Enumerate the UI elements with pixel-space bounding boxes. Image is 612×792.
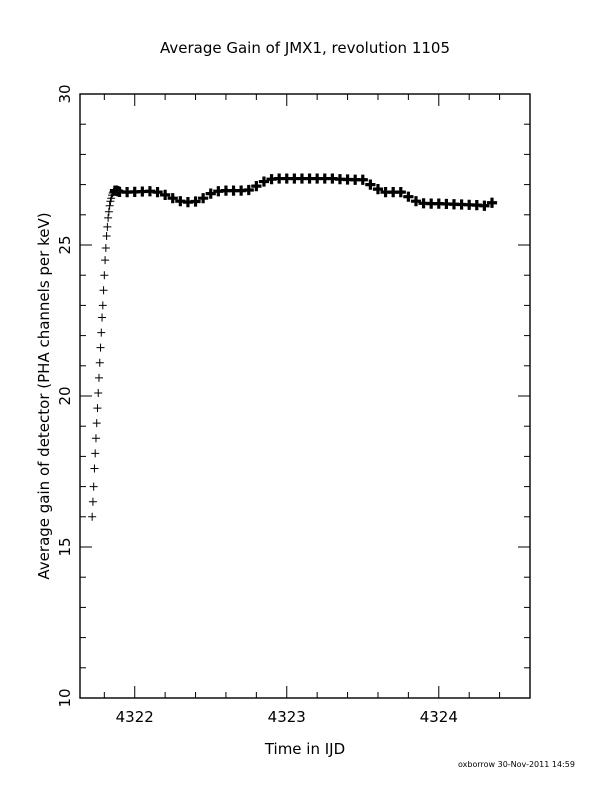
y-tick-label: 15 — [56, 537, 74, 556]
data-point — [98, 301, 107, 310]
x-tick-labels: 4322 4323 4324 — [116, 708, 458, 726]
data-point — [100, 271, 109, 280]
data-point — [205, 188, 216, 199]
data-point — [327, 173, 338, 184]
data-point — [98, 313, 107, 322]
data-point — [190, 196, 201, 207]
data-point — [266, 174, 277, 185]
data-point — [167, 193, 178, 204]
data-point — [92, 419, 101, 428]
data-point — [243, 184, 254, 196]
data-point — [388, 187, 399, 198]
data-point — [198, 193, 209, 204]
data-point — [144, 186, 156, 197]
data-point — [88, 497, 97, 506]
data-point — [89, 482, 98, 491]
data-point — [319, 173, 330, 184]
data-point — [95, 358, 104, 367]
axis-ticks — [80, 93, 531, 699]
data-point — [93, 404, 102, 413]
data-point — [236, 185, 247, 196]
data-point — [104, 207, 113, 216]
data-point — [90, 464, 99, 473]
y-tick-labels: 10 15 20 25 30 — [56, 84, 74, 707]
data-point — [372, 184, 384, 195]
data-point — [342, 174, 353, 185]
data-point — [274, 173, 285, 184]
data-point — [448, 199, 460, 210]
data-points — [88, 173, 498, 521]
x-axis-label: Time in IJD — [264, 740, 345, 758]
data-point — [107, 194, 116, 203]
data-point — [410, 196, 422, 207]
data-point — [101, 244, 110, 253]
data-point — [95, 373, 104, 382]
data-point — [97, 328, 106, 337]
data-point — [182, 197, 194, 208]
data-point — [380, 187, 391, 198]
data-point — [357, 174, 368, 185]
data-point — [99, 286, 108, 295]
data-point — [471, 200, 482, 211]
x-tick-label: 4324 — [420, 708, 458, 726]
data-point — [122, 187, 133, 198]
data-point — [258, 176, 270, 187]
data-point — [418, 198, 429, 209]
y-axis-label: Average gain of detector (PHA channels p… — [35, 212, 53, 579]
data-point — [213, 186, 224, 197]
data-point — [88, 512, 97, 521]
data-point — [102, 231, 111, 240]
data-point — [96, 343, 105, 352]
data-point — [251, 181, 262, 192]
timestamp-footer: oxborrow 30-Nov-2011 14:59 — [458, 760, 575, 769]
data-point — [395, 187, 406, 198]
data-point — [91, 449, 100, 458]
data-point — [350, 174, 361, 185]
data-point — [304, 173, 315, 184]
data-point — [403, 191, 414, 202]
data-point — [289, 173, 300, 184]
data-point — [91, 434, 100, 443]
data-point — [220, 185, 232, 196]
data-point — [175, 196, 186, 207]
data-point — [160, 189, 171, 200]
data-point — [137, 186, 148, 197]
y-tick-label: 20 — [56, 386, 74, 405]
x-tick-label: 4323 — [268, 708, 306, 726]
data-point — [365, 179, 376, 190]
data-point — [152, 187, 163, 198]
data-point — [486, 197, 498, 208]
data-point — [479, 200, 490, 211]
data-point — [103, 222, 112, 231]
data-point — [106, 197, 115, 206]
y-tick-label: 30 — [56, 84, 74, 103]
data-point — [441, 198, 452, 210]
y-tick-label: 25 — [56, 235, 74, 254]
data-point — [334, 174, 346, 185]
chart-title: Average Gain of JMX1, revolution 1105 — [160, 39, 450, 57]
data-point — [426, 198, 437, 209]
data-point — [281, 173, 292, 184]
x-tick-label: 4322 — [116, 708, 154, 726]
data-point — [104, 213, 113, 222]
data-point — [105, 201, 114, 210]
data-point — [464, 199, 475, 210]
data-point — [456, 199, 467, 210]
data-point — [312, 173, 323, 184]
plot-frame — [79, 93, 531, 699]
data-point — [101, 256, 110, 265]
data-point — [129, 186, 140, 197]
data-point — [228, 185, 239, 196]
data-point — [94, 388, 103, 397]
data-point — [296, 173, 308, 184]
data-point — [433, 198, 444, 209]
data-point — [114, 186, 125, 197]
y-tick-label: 10 — [56, 688, 74, 707]
